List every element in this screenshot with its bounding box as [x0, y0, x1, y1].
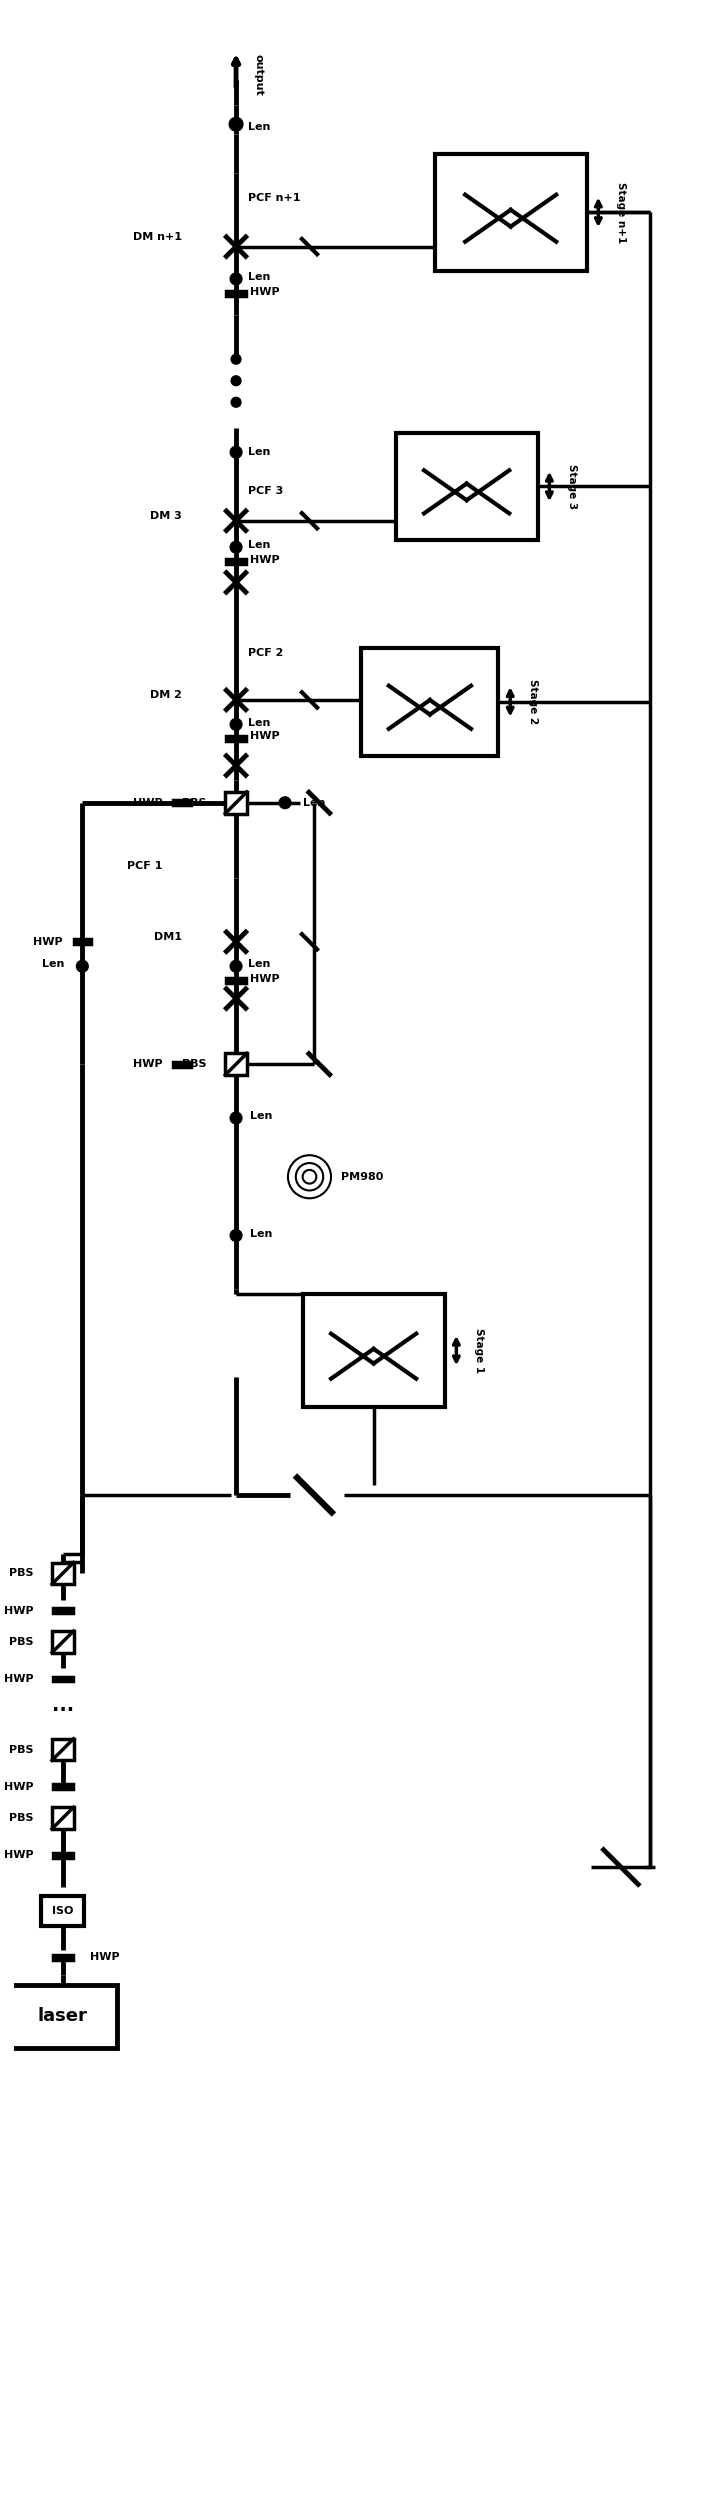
Text: HWP: HWP [33, 937, 63, 947]
Circle shape [230, 446, 242, 458]
Circle shape [230, 718, 242, 730]
Text: HWP: HWP [250, 730, 279, 740]
Text: HWP: HWP [250, 287, 279, 297]
Text: DM 3: DM 3 [150, 511, 182, 521]
Text: Len: Len [250, 1229, 272, 1239]
Text: DM n+1: DM n+1 [133, 232, 182, 242]
Text: Stage 3: Stage 3 [567, 463, 577, 509]
Text: Stage n+1: Stage n+1 [616, 181, 626, 242]
Text: PBS: PBS [9, 1637, 33, 1647]
Bar [9, 1984, 116, 2047]
Bar [52, 1740, 73, 1760]
Bar [53, 1677, 73, 1682]
Text: Len: Len [248, 123, 270, 131]
Text: PBS: PBS [9, 1813, 33, 1823]
Text: Len: Len [302, 798, 325, 808]
Bar [52, 1808, 73, 1828]
Text: PCF 2: PCF 2 [248, 647, 284, 657]
Text: HWP: HWP [133, 798, 163, 808]
Text: Len: Len [248, 272, 270, 282]
Text: Len: Len [248, 541, 270, 551]
Text: PBS: PBS [9, 1745, 33, 1755]
Circle shape [231, 375, 241, 385]
Circle shape [230, 1229, 242, 1241]
Bar [52, 1632, 73, 1652]
Bar [226, 735, 246, 740]
Text: DM1: DM1 [154, 932, 182, 942]
Bar [41, 1896, 84, 1926]
Text: Len: Len [248, 448, 270, 458]
Text: Len: Len [250, 1110, 272, 1121]
Circle shape [230, 1113, 242, 1123]
Text: PM980: PM980 [341, 1171, 383, 1181]
Text: laser: laser [38, 2007, 88, 2024]
Text: output: output [254, 55, 264, 96]
Text: PCF 3: PCF 3 [248, 486, 283, 496]
Text: PCF 1: PCF 1 [127, 861, 163, 871]
Bar [53, 1954, 73, 1959]
Bar [52, 1564, 73, 1584]
Bar [435, 154, 587, 272]
Circle shape [231, 398, 241, 408]
Bar [174, 1063, 191, 1068]
Text: Len: Len [248, 718, 270, 728]
Bar [226, 292, 246, 297]
Text: Stage 1: Stage 1 [474, 1327, 484, 1372]
Circle shape [229, 118, 243, 131]
Text: HWP: HWP [90, 1951, 120, 1962]
Circle shape [230, 272, 242, 285]
Text: ISO: ISO [52, 1906, 73, 1916]
Circle shape [231, 355, 241, 365]
Text: PCF n+1: PCF n+1 [248, 194, 300, 201]
Bar [226, 980, 246, 985]
Bar [395, 433, 538, 541]
Text: HWP: HWP [133, 1060, 163, 1070]
Text: PBS: PBS [182, 798, 206, 808]
Text: HWP: HWP [250, 554, 279, 564]
Text: HWP: HWP [250, 974, 279, 985]
Circle shape [76, 959, 88, 972]
Text: HWP: HWP [4, 1783, 33, 1793]
Text: Len: Len [42, 959, 65, 969]
Bar [225, 793, 247, 813]
Bar [73, 939, 91, 944]
Bar [174, 801, 191, 806]
Bar [361, 647, 499, 755]
Text: HWP: HWP [4, 1851, 33, 1861]
Text: DM 2: DM 2 [150, 690, 182, 700]
Bar [225, 1053, 247, 1075]
Text: PBS: PBS [182, 1060, 206, 1070]
Text: HWP: HWP [4, 1674, 33, 1685]
Bar [302, 1294, 445, 1408]
Circle shape [230, 959, 242, 972]
Circle shape [279, 796, 291, 808]
Bar [53, 1853, 73, 1858]
Bar [53, 1785, 73, 1790]
Bar [226, 559, 246, 564]
Text: Stage 2: Stage 2 [528, 680, 538, 725]
Text: PBS: PBS [9, 1569, 33, 1579]
Text: ...: ... [52, 1697, 74, 1715]
Bar [53, 1609, 73, 1614]
Text: Len: Len [248, 959, 270, 969]
Text: HWP: HWP [4, 1606, 33, 1617]
Circle shape [230, 541, 242, 554]
